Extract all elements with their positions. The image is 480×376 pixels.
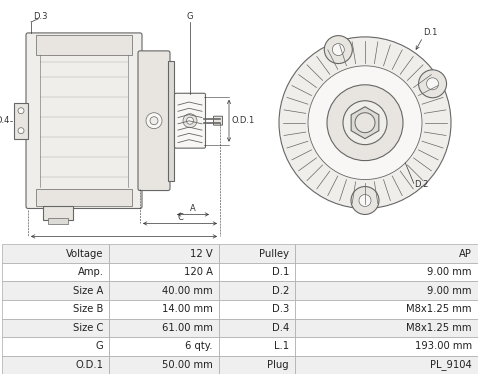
Text: 50.00 mm: 50.00 mm bbox=[162, 360, 213, 370]
FancyBboxPatch shape bbox=[36, 188, 132, 206]
Text: Pulley: Pulley bbox=[259, 249, 289, 259]
Text: Amp.: Amp. bbox=[78, 267, 104, 277]
Circle shape bbox=[150, 117, 158, 125]
Text: M8x1.25 mm: M8x1.25 mm bbox=[407, 323, 472, 333]
FancyBboxPatch shape bbox=[218, 300, 295, 318]
FancyBboxPatch shape bbox=[295, 263, 478, 282]
Text: D.2: D.2 bbox=[272, 286, 289, 296]
Circle shape bbox=[351, 186, 379, 214]
FancyBboxPatch shape bbox=[175, 93, 205, 148]
Text: D.4: D.4 bbox=[272, 323, 289, 333]
Text: D.1: D.1 bbox=[423, 28, 437, 37]
FancyBboxPatch shape bbox=[295, 318, 478, 337]
FancyBboxPatch shape bbox=[109, 337, 218, 356]
FancyBboxPatch shape bbox=[48, 218, 68, 224]
FancyBboxPatch shape bbox=[2, 263, 109, 282]
Text: D.3: D.3 bbox=[272, 304, 289, 314]
Text: 61.00 mm: 61.00 mm bbox=[162, 323, 213, 333]
Text: L.1: L.1 bbox=[0, 375, 1, 376]
Circle shape bbox=[359, 194, 371, 206]
FancyBboxPatch shape bbox=[2, 300, 109, 318]
Text: Size B: Size B bbox=[73, 304, 104, 314]
FancyBboxPatch shape bbox=[2, 318, 109, 337]
FancyBboxPatch shape bbox=[109, 263, 218, 282]
Text: 6 qty.: 6 qty. bbox=[185, 341, 213, 351]
Text: AP: AP bbox=[459, 249, 472, 259]
FancyBboxPatch shape bbox=[214, 116, 223, 125]
Text: C: C bbox=[177, 214, 183, 223]
Text: O.D.1: O.D.1 bbox=[76, 360, 104, 370]
Polygon shape bbox=[351, 107, 379, 139]
Text: L.1: L.1 bbox=[274, 341, 289, 351]
Text: A: A bbox=[190, 205, 196, 214]
Circle shape bbox=[187, 117, 193, 124]
Circle shape bbox=[327, 85, 403, 161]
Circle shape bbox=[183, 114, 197, 128]
FancyBboxPatch shape bbox=[218, 263, 295, 282]
Circle shape bbox=[18, 128, 24, 134]
Text: 14.00 mm: 14.00 mm bbox=[162, 304, 213, 314]
Text: G: G bbox=[96, 341, 104, 351]
Text: D.1: D.1 bbox=[272, 267, 289, 277]
Circle shape bbox=[355, 113, 375, 133]
FancyBboxPatch shape bbox=[109, 282, 218, 300]
Circle shape bbox=[279, 37, 451, 208]
Text: D.2: D.2 bbox=[414, 180, 428, 190]
Circle shape bbox=[419, 70, 446, 98]
Circle shape bbox=[146, 113, 162, 129]
FancyBboxPatch shape bbox=[295, 356, 478, 374]
Circle shape bbox=[427, 78, 439, 90]
FancyBboxPatch shape bbox=[218, 356, 295, 374]
FancyBboxPatch shape bbox=[295, 300, 478, 318]
FancyBboxPatch shape bbox=[138, 51, 170, 191]
FancyBboxPatch shape bbox=[36, 35, 132, 55]
FancyBboxPatch shape bbox=[295, 337, 478, 356]
FancyBboxPatch shape bbox=[168, 61, 174, 180]
FancyBboxPatch shape bbox=[2, 282, 109, 300]
FancyBboxPatch shape bbox=[218, 282, 295, 300]
Text: D.4: D.4 bbox=[0, 116, 10, 125]
Text: M8x1.25 mm: M8x1.25 mm bbox=[407, 304, 472, 314]
Text: 120 A: 120 A bbox=[184, 267, 213, 277]
FancyBboxPatch shape bbox=[218, 337, 295, 356]
Circle shape bbox=[18, 108, 24, 114]
Text: 9.00 mm: 9.00 mm bbox=[427, 286, 472, 296]
Circle shape bbox=[308, 66, 422, 180]
Text: Voltage: Voltage bbox=[66, 249, 104, 259]
Text: 12 V: 12 V bbox=[190, 249, 213, 259]
Text: Plug: Plug bbox=[267, 360, 289, 370]
Circle shape bbox=[332, 44, 344, 56]
FancyBboxPatch shape bbox=[109, 300, 218, 318]
FancyBboxPatch shape bbox=[109, 244, 218, 263]
Text: Size A: Size A bbox=[73, 286, 104, 296]
Text: 9.00 mm: 9.00 mm bbox=[427, 267, 472, 277]
FancyBboxPatch shape bbox=[2, 244, 109, 263]
FancyBboxPatch shape bbox=[109, 356, 218, 374]
Text: 193.00 mm: 193.00 mm bbox=[415, 341, 472, 351]
FancyBboxPatch shape bbox=[43, 206, 73, 220]
Text: O.D.1: O.D.1 bbox=[232, 116, 255, 125]
Text: 40.00 mm: 40.00 mm bbox=[162, 286, 213, 296]
FancyBboxPatch shape bbox=[2, 356, 109, 374]
Text: PL_9104: PL_9104 bbox=[430, 359, 472, 370]
Text: Size C: Size C bbox=[73, 323, 104, 333]
Text: D.3: D.3 bbox=[33, 12, 48, 21]
FancyBboxPatch shape bbox=[14, 103, 28, 139]
FancyBboxPatch shape bbox=[218, 318, 295, 337]
Circle shape bbox=[343, 101, 387, 145]
FancyBboxPatch shape bbox=[218, 244, 295, 263]
Text: G: G bbox=[187, 12, 193, 21]
FancyBboxPatch shape bbox=[2, 337, 109, 356]
FancyBboxPatch shape bbox=[109, 318, 218, 337]
FancyBboxPatch shape bbox=[26, 33, 142, 208]
FancyBboxPatch shape bbox=[295, 282, 478, 300]
Circle shape bbox=[324, 36, 352, 64]
FancyBboxPatch shape bbox=[295, 244, 478, 263]
